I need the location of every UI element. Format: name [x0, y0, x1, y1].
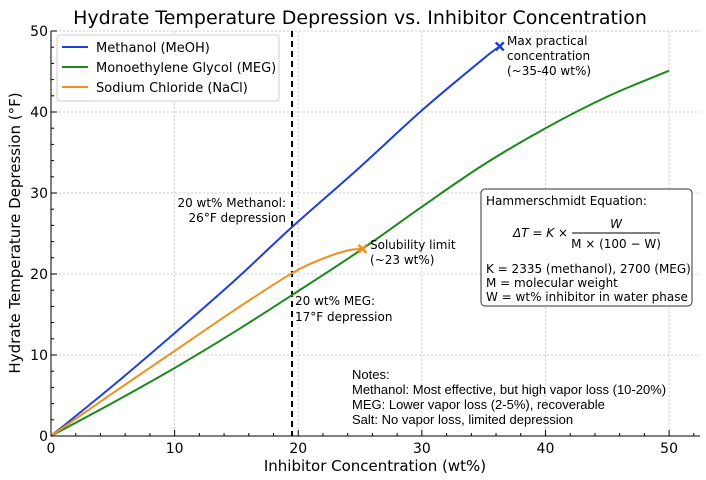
x-tick-label: 10 [166, 441, 184, 457]
annotation-methanol-max: Max practical concentration (~35-40 wt%) [507, 34, 591, 78]
annotation-line: (~35-40 wt%) [507, 64, 591, 78]
x-tick-label: 0 [47, 441, 56, 457]
legend-label-meg: Monoethylene Glycol (MEG) [96, 61, 276, 76]
annotation-line: 20 wt% Methanol: [177, 196, 286, 210]
annotation-meg-20: 20 wt% MEG: 17°F depression [295, 294, 392, 324]
x-tick-label: 50 [660, 441, 678, 457]
y-axis-label: Hydrate Temperature Depression (°F) [6, 92, 24, 373]
series-line-nacl [50, 247, 363, 437]
annotation-line: concentration [507, 49, 590, 63]
x-tick-label: 30 [413, 441, 431, 457]
annotation-line: 26°F depression [189, 211, 286, 225]
equation-heading: Hammerschmidt Equation: [486, 194, 647, 208]
x-tick-label: 40 [537, 441, 555, 457]
annotation-line: 17°F depression [295, 310, 392, 324]
y-tick-label: 10 [30, 348, 48, 364]
annotation-line: Max practical [507, 34, 587, 48]
series-layer [50, 31, 670, 437]
annotation-line: (~23 wt%) [370, 253, 434, 267]
notes-line: Methanol: Most effective, but high vapor… [352, 382, 666, 397]
equation-lhs: ΔT = K × [512, 226, 568, 240]
notes: Notes: Methanol: Most effective, but hig… [352, 367, 666, 427]
notes-line: Salt: No vapor loss, limited depression [352, 412, 573, 427]
annotation-methanol-20: 20 wt% Methanol: 26°F depression [177, 196, 286, 225]
x-tick-label: 20 [289, 441, 307, 457]
series-line-methanol [50, 45, 501, 437]
equation-line: M = molecular weight [486, 276, 618, 290]
axes: 0 10 20 30 40 50 0 10 20 30 40 50 [30, 24, 700, 457]
y-tick-label: 30 [30, 186, 48, 202]
end-marker-nacl [357, 244, 368, 254]
equation-denominator: M × (100 − W) [571, 237, 661, 251]
x-axis-label: Inhibitor Concentration (wt%) [264, 457, 486, 475]
y-tick-label: 0 [39, 429, 48, 445]
legend-label-methanol: Methanol (MeOH) [96, 41, 210, 56]
y-tick-label: 50 [30, 24, 48, 40]
y-tick-label: 40 [30, 105, 48, 121]
end-marker-methanol [494, 41, 505, 52]
annotation-line: Solubility limit [370, 238, 456, 252]
equation-box: Hammerschmidt Equation: ΔT = K × W M × (… [480, 188, 693, 307]
y-tick-label: 20 [30, 267, 48, 283]
notes-line: Notes: [352, 367, 390, 382]
annotation-line: 20 wt% MEG: [295, 294, 375, 308]
annotation-nacl-limit: Solubility limit (~23 wt%) [370, 238, 456, 267]
chart-title: Hydrate Temperature Depression vs. Inhib… [73, 7, 647, 29]
equation-line: W = wt% inhibitor in water phase [486, 290, 688, 304]
legend-label-nacl: Sodium Chloride (NaCl) [96, 81, 248, 96]
equation-line: K = 2335 (methanol), 2700 (MEG) [486, 262, 691, 276]
legend: Methanol (MeOH) Monoethylene Glycol (MEG… [56, 34, 280, 102]
equation-numerator: W [610, 217, 623, 231]
notes-line: MEG: Lower vapor loss (2-5%), recoverabl… [352, 397, 605, 412]
